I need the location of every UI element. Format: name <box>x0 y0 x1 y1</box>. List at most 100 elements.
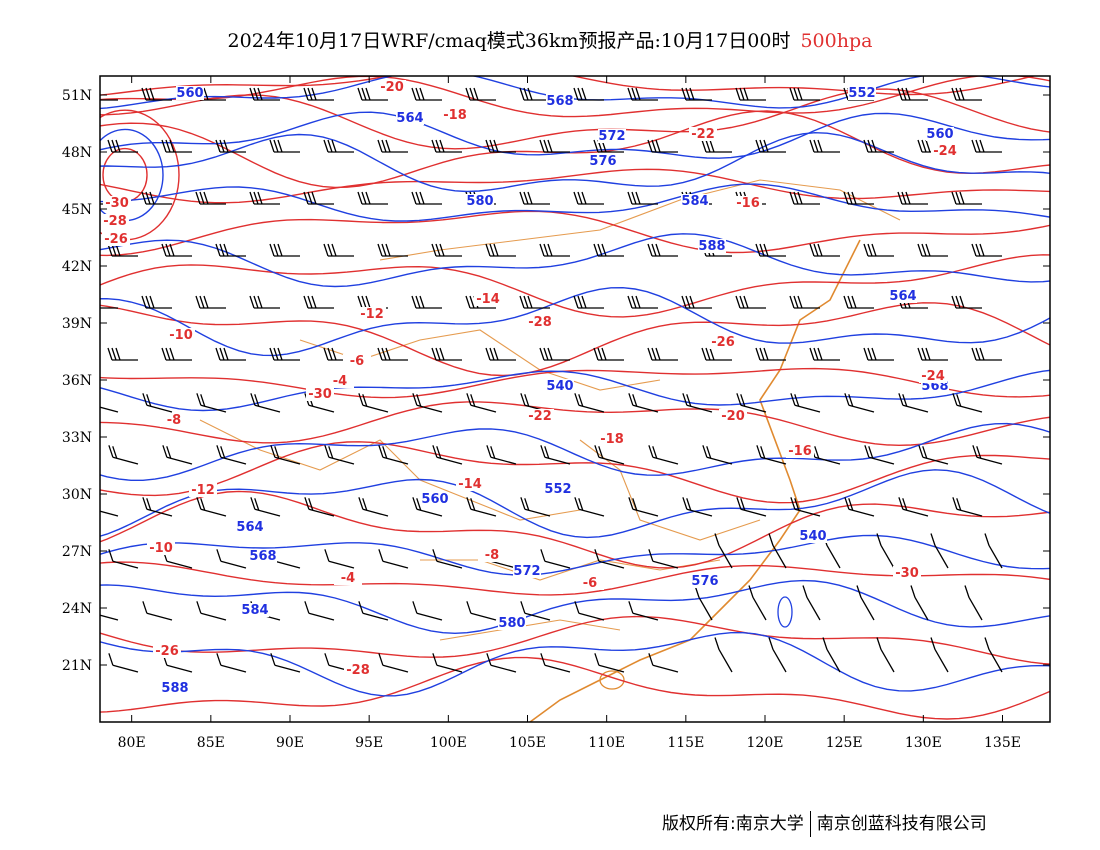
wind-barb <box>485 243 516 257</box>
wind-barb <box>431 243 462 257</box>
wind-barb-flag <box>864 445 870 458</box>
temperature-label: -12 <box>191 483 215 498</box>
wind-barb-staff <box>544 664 571 673</box>
wind-barb <box>768 533 787 569</box>
taiwan-contour <box>777 596 793 628</box>
wind-barb <box>702 445 733 465</box>
wind-barb <box>411 295 442 309</box>
temperature-label: -28 <box>528 315 552 330</box>
wind-barb-flag <box>930 533 936 546</box>
wind-barb-flag <box>979 139 985 153</box>
wind-barb-flag <box>871 243 877 257</box>
wind-barb-flag <box>813 243 819 257</box>
wind-barb <box>162 445 193 465</box>
wind-barb-flag <box>253 191 259 205</box>
wind-barb-flag <box>597 347 603 361</box>
temperature-label-bg <box>526 409 554 423</box>
wind-barb-staff <box>976 456 1003 465</box>
wind-barb-flag <box>331 347 337 361</box>
wind-barb-flag <box>489 347 495 361</box>
wind-barb <box>540 445 571 465</box>
wind-barb <box>910 585 929 621</box>
footer-separator <box>809 811 811 837</box>
wind-barb-flag <box>358 393 364 406</box>
wind-barb-staff <box>632 404 659 413</box>
wind-barb-flag <box>269 347 275 361</box>
wind-barb <box>863 139 894 153</box>
wind-barb-staff <box>934 649 949 673</box>
wind-barb <box>378 653 409 673</box>
wind-barb-flag <box>593 243 599 257</box>
wind-barb-staff <box>100 510 119 517</box>
wind-barb <box>161 347 192 361</box>
wind-barb-flag <box>976 446 982 459</box>
wind-barb <box>519 87 550 101</box>
wind-barb-flag <box>959 191 965 205</box>
wind-barb <box>714 533 733 569</box>
wind-barb-flag <box>323 139 329 153</box>
wind-barb-flag <box>249 295 255 309</box>
wind-barb-flag <box>975 243 981 257</box>
wind-barb-flag <box>789 87 795 101</box>
wind-barb-staff <box>902 508 929 517</box>
height-label-bg <box>848 86 876 100</box>
wind-barb-staff <box>470 404 497 413</box>
wind-barb-staff <box>806 597 821 621</box>
wind-barb <box>304 497 335 517</box>
wind-barb-flag <box>223 347 229 361</box>
wind-barb-staff <box>328 456 355 465</box>
wind-barb <box>270 445 301 465</box>
wind-barb-flag <box>714 533 720 546</box>
wind-barb <box>627 295 658 309</box>
wind-barb-flag <box>917 139 923 153</box>
height-label: 564 <box>236 520 263 535</box>
wind-barb-staff <box>382 664 409 673</box>
temperature-label: -8 <box>167 413 181 428</box>
wind-barb-flag <box>146 498 152 511</box>
temperature-label: -16 <box>736 196 760 211</box>
height-label-bg <box>926 127 954 141</box>
wind-barb-flag <box>921 139 927 153</box>
wind-barb-staff <box>112 664 139 673</box>
wind-barb-flag <box>311 295 317 309</box>
wind-barb-flag <box>141 295 147 309</box>
wind-barb-flag <box>905 191 911 205</box>
wind-barb-flag <box>817 243 823 257</box>
wind-barb <box>215 243 246 257</box>
wind-barb <box>324 445 355 465</box>
wind-barb-flag <box>115 347 121 361</box>
wind-barb <box>574 497 605 517</box>
temperature-label: -26 <box>711 335 735 350</box>
wind-barb <box>843 295 874 309</box>
wind-barb-flag <box>581 295 587 309</box>
wind-barb <box>628 601 659 621</box>
wind-barb-staff <box>880 649 895 673</box>
wind-barb-flag <box>165 243 171 257</box>
wind-barb-staff <box>254 508 281 517</box>
wind-barb-flag <box>790 393 796 406</box>
height-label-bg <box>466 194 494 208</box>
wind-barb-staff <box>362 404 389 413</box>
wind-barb-flag <box>685 295 691 309</box>
wind-barb-flag <box>790 497 796 510</box>
wind-barb-staff <box>652 560 679 569</box>
wind-barb-flag <box>577 191 583 205</box>
wind-barb <box>216 445 247 465</box>
wind-barb-flag <box>304 601 310 614</box>
wind-barb-staff <box>794 404 821 413</box>
lat-tick-label: 48N <box>62 145 92 161</box>
wind-barb-flag <box>543 347 549 361</box>
wind-barb-flag <box>327 347 333 361</box>
wind-barb-flag <box>543 243 549 257</box>
temperature-contour <box>100 367 1050 399</box>
wind-barb <box>648 653 679 673</box>
temperature-contour <box>100 441 1050 504</box>
wind-barb-flag <box>324 653 330 666</box>
wind-barb-flag <box>203 295 209 309</box>
lon-tick-label: 115E <box>667 735 704 751</box>
wind-barb <box>951 191 982 205</box>
temperature-label: -4 <box>333 374 347 389</box>
height-label-bg <box>799 529 827 543</box>
wind-barb-flag <box>493 347 499 361</box>
wind-barb-staff <box>956 404 983 413</box>
